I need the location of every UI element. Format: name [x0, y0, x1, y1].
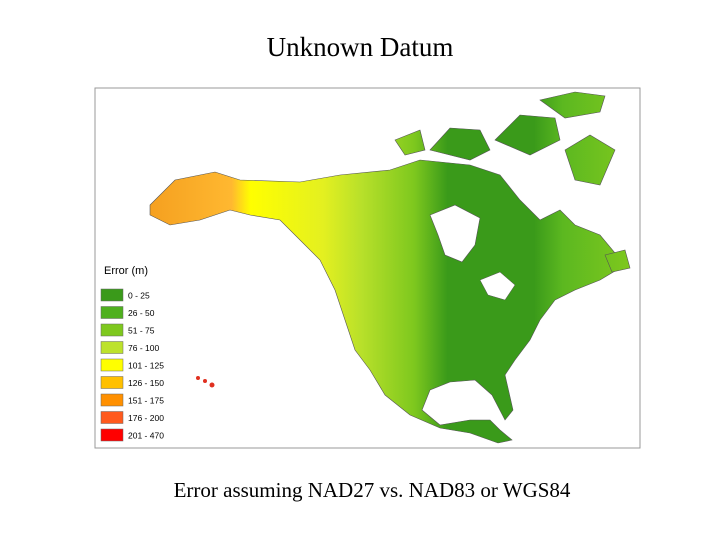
legend-swatch	[100, 288, 124, 302]
legend-label: 201 - 470	[128, 431, 164, 441]
legend-swatch	[100, 323, 124, 337]
arctic-island	[539, 91, 606, 119]
legend-label: 176 - 200	[128, 413, 164, 423]
legend-swatch	[100, 358, 124, 372]
legend-title: Error (m)	[104, 265, 148, 277]
legend-label: 151 - 175	[128, 396, 164, 406]
caption: Error assuming NAD27 vs. NAD83 or WGS84	[174, 478, 571, 502]
legend-swatch	[100, 376, 124, 389]
hudson-bay	[429, 204, 481, 263]
arctic-island	[564, 134, 616, 186]
island	[196, 376, 200, 380]
arctic-island	[429, 127, 491, 161]
arctic-island	[494, 114, 561, 156]
island	[209, 382, 215, 388]
legend-swatch	[100, 428, 124, 442]
hawaii	[196, 376, 215, 388]
legend-swatch	[100, 306, 124, 319]
legend-swatch	[100, 393, 124, 407]
legend-label: 26 - 50	[128, 308, 155, 318]
legend-label: 0 - 25	[128, 291, 150, 301]
great-lakes	[479, 271, 516, 301]
mainland	[149, 159, 626, 444]
legend-swatch	[100, 341, 124, 354]
newfoundland	[604, 249, 631, 273]
island	[203, 379, 207, 383]
legend: Error (m) 0 - 25 26 - 50 51 - 75 76 - 100 10…	[100, 265, 164, 442]
legend-label: 76 - 100	[128, 343, 159, 353]
legend-label: 126 - 150	[128, 378, 164, 388]
legend-swatch	[100, 411, 124, 424]
arctic-island	[394, 129, 426, 156]
legend-label: 101 - 125	[128, 361, 164, 371]
slide-title: Unknown Datum	[267, 32, 454, 62]
legend-label: 51 - 75	[128, 326, 155, 336]
map	[149, 91, 631, 444]
